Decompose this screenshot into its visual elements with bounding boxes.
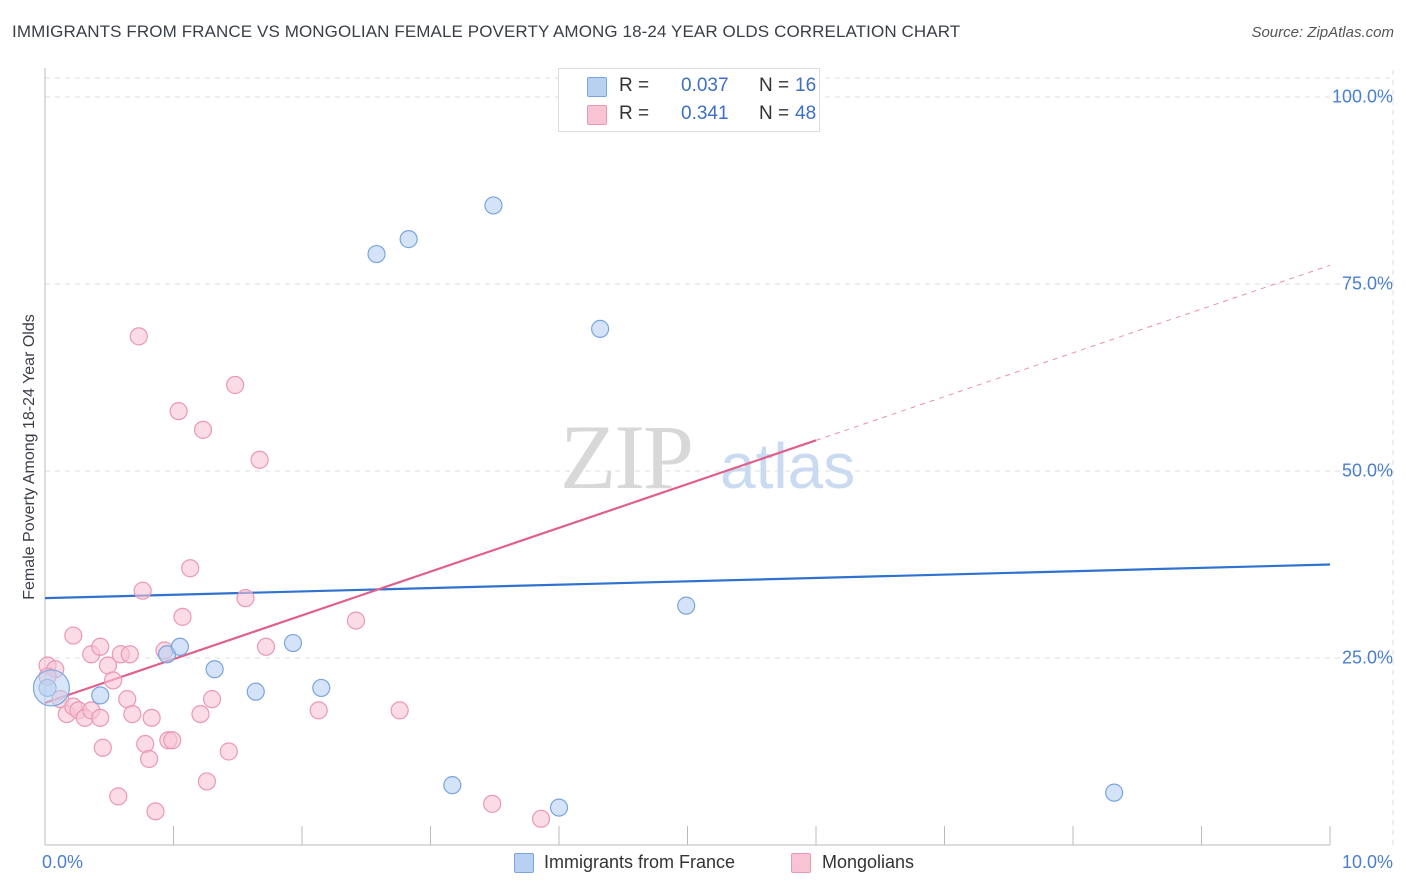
data-point-pink: [256, 637, 276, 656]
y-tick-label: 50.0%: [1341, 460, 1393, 481]
data-point-blue: [443, 776, 462, 795]
data-point-pink: [163, 731, 182, 750]
data-point-pink: [120, 645, 139, 664]
data-point-pink: [146, 802, 165, 821]
data-point-pink: [181, 559, 200, 578]
trend-layer: [44, 264, 1331, 704]
legend-n-label: N =: [759, 75, 790, 96]
legend-n-value: 48: [795, 103, 817, 124]
y-tick-label: 25.0%: [1341, 647, 1393, 668]
data-point-pink: [250, 450, 269, 469]
data-point-pink: [91, 708, 110, 727]
data-point-pink: [193, 420, 213, 439]
data-point-pink: [173, 607, 192, 626]
data-point-pink: [226, 375, 245, 395]
legend-r-label: R =: [619, 103, 650, 124]
data-point-blue: [549, 798, 569, 817]
bottom-legend-swatch-pink: [791, 853, 811, 873]
data-point-blue: [484, 196, 503, 215]
bottom-legend-france: Immigrants from France: [544, 852, 736, 872]
legend-r-label: R =: [619, 75, 650, 96]
data-point-pink: [197, 772, 217, 791]
legend-r-value: 0.341: [681, 103, 729, 124]
legend-swatch-pink: [587, 105, 607, 125]
data-point-blue-cluster: [32, 669, 71, 707]
legend-n-value: 16: [795, 75, 817, 96]
data-point-pink: [169, 402, 188, 421]
data-point-pink: [142, 708, 161, 727]
data-point-pink: [93, 738, 112, 757]
trend-line-dashed-pink: [815, 264, 1331, 441]
data-point-blue: [205, 660, 224, 679]
data-point-pink: [123, 704, 142, 724]
data-point-pink: [136, 734, 155, 754]
data-point-pink: [219, 742, 238, 761]
data-point-pink: [109, 787, 128, 806]
legend-n-label: N =: [759, 103, 790, 124]
data-point-blue: [1105, 783, 1124, 802]
y-tick-label: 75.0%: [1341, 273, 1393, 294]
data-point-blue: [312, 678, 331, 698]
axis-layer: [44, 68, 1331, 846]
legend-r-value: 0.037: [681, 75, 729, 96]
x-tick-label: 0.0%: [42, 852, 84, 872]
legend-swatch-blue: [587, 77, 607, 97]
correlation-legend: R = 0.037 N = 16 R = 0.341 N = 48: [558, 68, 820, 132]
data-point-blue: [283, 633, 303, 653]
source-label: Source: ZipAtlas.com: [1251, 24, 1394, 41]
data-point-blue: [399, 230, 418, 249]
data-point-pink: [191, 704, 210, 724]
watermark-zip: ZIP: [560, 406, 692, 508]
data-point-pink: [309, 701, 328, 720]
legend-row-blue: R = 0.037 N = 16: [587, 73, 817, 99]
trend-line-pink: [44, 439, 817, 704]
data-point-pink: [236, 589, 255, 608]
data-point-blue: [91, 686, 110, 705]
data-point-pink: [390, 701, 409, 720]
data-point-blue: [246, 682, 265, 701]
data-point-blue: [591, 319, 610, 338]
data-point-pink: [91, 637, 110, 656]
legend-row-pink: R = 0.341 N = 48: [587, 101, 817, 127]
data-point-pink: [129, 327, 148, 346]
bottom-legend-mongolians: Mongolians: [822, 852, 915, 872]
data-point-pink: [483, 794, 502, 813]
points-layer: [32, 87, 1124, 828]
data-point-pink: [346, 611, 366, 630]
y-tick-label: 100.0%: [1331, 86, 1393, 107]
data-point-pink: [64, 626, 83, 645]
data-point-pink: [139, 749, 159, 769]
data-point-blue: [170, 637, 190, 656]
watermark: ZIP atlas: [560, 406, 855, 508]
chart-title: IMMIGRANTS FROM FRANCE VS MONGOLIAN FEMA…: [12, 22, 961, 41]
data-point-blue: [677, 596, 696, 615]
data-point-pink: [104, 671, 123, 690]
x-tick-label: 10.0%: [1341, 852, 1393, 872]
data-point-blue: [367, 244, 386, 264]
data-point-pink: [133, 581, 152, 600]
trend-line-blue: [44, 563, 1331, 600]
data-point-pink: [202, 690, 222, 709]
bottom-legend-swatch-blue: [514, 853, 534, 873]
data-point-pink: [531, 809, 551, 828]
